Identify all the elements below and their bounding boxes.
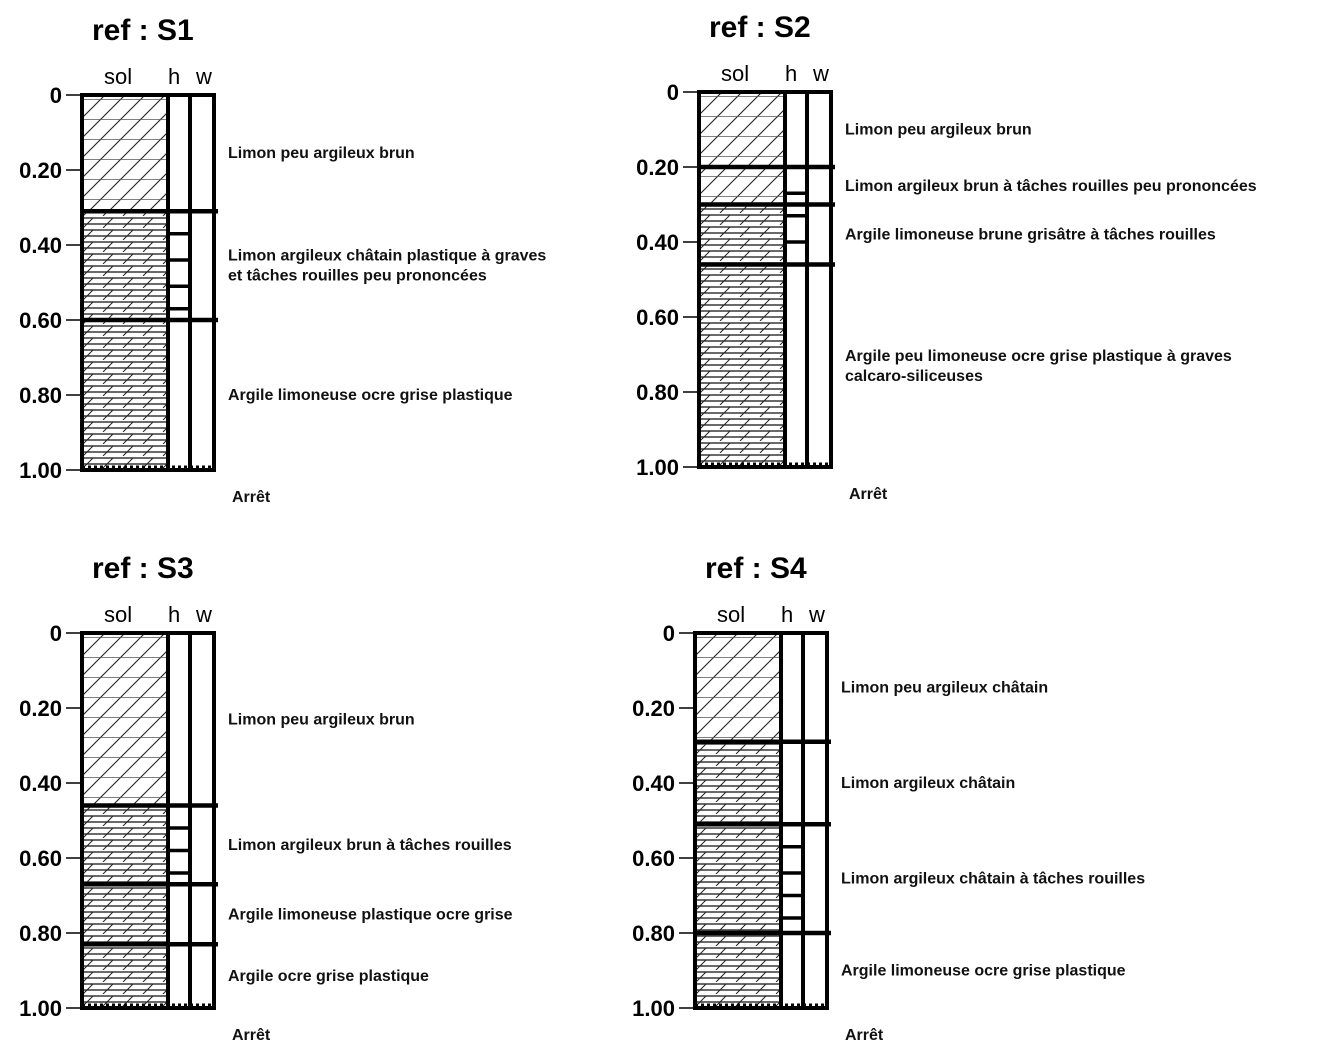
depth-tick-label: 0.40 xyxy=(636,230,679,255)
soil-layer xyxy=(695,741,781,825)
depth-tick-label: 0.60 xyxy=(632,846,675,871)
layer-description: Argile limoneuse brune grisâtre à tâches… xyxy=(845,227,1216,244)
layer-description: Argile limoneuse ocre grise plastique xyxy=(228,387,513,404)
log-diagram: ref : S2 sol h w 0 0.20 0.40 0.60 0.80 1.00 Limon … xyxy=(636,11,1257,503)
soil-layer xyxy=(699,167,785,205)
log-panel-s1: ref : S1 sol h w 0 0.20 0.40 0.60 0.80 1.00 Limon … xyxy=(0,0,666,518)
depth-tick-label: 0.20 xyxy=(19,158,62,183)
layer-description: Limon argileux brun à tâches rouilles xyxy=(228,837,512,854)
depth-tick-label: 0.20 xyxy=(632,696,675,721)
log-title: ref : S2 xyxy=(709,11,811,44)
layer-description: Argile ocre grise plastique xyxy=(228,968,429,985)
h-column-frame xyxy=(779,631,805,1010)
depth-tick-label: 0.20 xyxy=(636,155,679,180)
depth-tick-label: 1.00 xyxy=(636,455,679,480)
w-column-frame xyxy=(188,631,216,1010)
column-header-h: h xyxy=(168,64,180,89)
column-header-sol: sol xyxy=(721,61,749,86)
log-title: ref : S4 xyxy=(705,552,807,585)
log-diagram: ref : S4 sol h w 0 0.20 0.40 0.60 0.80 1.00 Limon … xyxy=(632,552,1145,1044)
log-panel-s4: ref : S4 sol h w 0 0.20 0.40 0.60 0.80 1.00 Limon … xyxy=(613,538,1279,1056)
w-column-frame xyxy=(801,631,829,1010)
layer-description: Limon argileux brun à tâches rouilles pe… xyxy=(845,178,1257,195)
depth-tick-label: 0.60 xyxy=(636,305,679,330)
soil-layer xyxy=(82,211,168,320)
column-header-sol: sol xyxy=(104,602,132,627)
layer-description: Argile limoneuse plastique ocre grise xyxy=(228,906,513,923)
depth-tick-label: 0 xyxy=(667,80,679,105)
end-label: Arrêt xyxy=(849,486,888,503)
column-header-w: w xyxy=(808,602,825,627)
depth-tick-label: 0.80 xyxy=(636,380,679,405)
log-diagram: ref : S1 sol h w 0 0.20 0.40 0.60 0.80 1.00 Limon … xyxy=(19,14,546,506)
soil-logs-figure: ref : S1 sol h w 0 0.20 0.40 0.60 0.80 1.00 Limon … xyxy=(0,0,1283,1044)
depth-tick-label: 0.40 xyxy=(632,771,675,796)
depth-tick-label: 0.80 xyxy=(19,383,62,408)
layer-description: Limon argileux châtain xyxy=(841,775,1015,792)
log-panel-s3: ref : S3 sol h w 0 0.20 0.40 0.60 0.80 1.00 Limon … xyxy=(0,538,666,1056)
layer-description: calcaro-siliceuses xyxy=(845,368,983,385)
layer-description: Argile limoneuse ocre grise plastique xyxy=(841,963,1126,980)
column-header-h: h xyxy=(785,61,797,86)
h-column-frame xyxy=(783,90,809,469)
depth-tick-label: 0.80 xyxy=(632,921,675,946)
depth-tick-label: 1.00 xyxy=(632,996,675,1021)
column-header-w: w xyxy=(812,61,829,86)
depth-tick-label: 0.20 xyxy=(19,696,62,721)
depth-tick-label: 0.60 xyxy=(19,308,62,333)
w-column-frame xyxy=(805,90,833,469)
soil-layer xyxy=(695,933,781,1008)
column-header-h: h xyxy=(168,602,180,627)
depth-tick-label: 0.80 xyxy=(19,921,62,946)
h-column-frame xyxy=(166,93,192,472)
soil-layer xyxy=(695,633,781,742)
depth-tick-label: 0 xyxy=(50,621,62,646)
column-header-sol: sol xyxy=(717,602,745,627)
log-title: ref : S3 xyxy=(92,552,194,585)
column-header-w: w xyxy=(195,64,212,89)
layer-description: Limon peu argileux brun xyxy=(228,145,415,162)
layer-description: et tâches rouilles peu prononcées xyxy=(228,268,487,285)
soil-layer xyxy=(699,204,785,265)
depth-tick-label: 0 xyxy=(663,621,675,646)
soil-layer xyxy=(82,633,168,806)
column-header-sol: sol xyxy=(104,64,132,89)
column-header-h: h xyxy=(781,602,793,627)
soil-layer xyxy=(699,92,785,167)
depth-tick-label: 0.60 xyxy=(19,846,62,871)
soil-layer xyxy=(82,944,168,1008)
h-column-frame xyxy=(166,631,192,1010)
soil-layer xyxy=(82,805,168,885)
depth-tick-label: 0 xyxy=(50,83,62,108)
depth-tick-label: 0.40 xyxy=(19,233,62,258)
layer-description: Limon peu argileux brun xyxy=(845,122,1032,139)
soil-layer xyxy=(82,320,168,470)
soil-layer xyxy=(82,884,168,945)
column-header-w: w xyxy=(195,602,212,627)
w-column-frame xyxy=(188,93,216,472)
depth-tick-label: 1.00 xyxy=(19,458,62,483)
soil-layer xyxy=(82,95,168,212)
log-title: ref : S1 xyxy=(92,14,194,47)
end-label: Arrêt xyxy=(232,489,271,506)
depth-tick-label: 1.00 xyxy=(19,996,62,1021)
depth-tick-label: 0.40 xyxy=(19,771,62,796)
layer-description: Argile peu limoneuse ocre grise plastiqu… xyxy=(845,348,1232,365)
soil-layer xyxy=(699,264,785,467)
soil-layer xyxy=(695,824,781,933)
layer-description: Limon argileux châtain à tâches rouilles xyxy=(841,871,1145,888)
log-panel-s2: ref : S2 sol h w 0 0.20 0.40 0.60 0.80 1.00 Limon … xyxy=(617,0,1283,515)
layer-description: Limon argileux châtain plastique à grave… xyxy=(228,248,546,265)
log-diagram: ref : S3 sol h w 0 0.20 0.40 0.60 0.80 1.00 Limon … xyxy=(19,552,513,1044)
layer-description: Limon peu argileux brun xyxy=(228,711,415,728)
layer-description: Limon peu argileux châtain xyxy=(841,679,1048,696)
